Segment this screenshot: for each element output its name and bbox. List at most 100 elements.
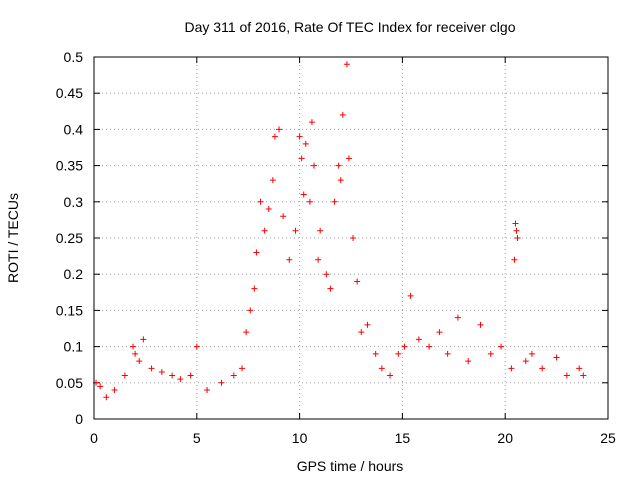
data-point xyxy=(539,365,546,372)
data-point xyxy=(300,191,307,198)
data-point xyxy=(511,256,518,263)
data-point xyxy=(140,336,147,343)
plot-frame xyxy=(93,56,609,420)
data-point xyxy=(261,227,268,234)
data-point xyxy=(395,350,402,357)
data-point xyxy=(454,314,461,321)
x-tick-label: 25 xyxy=(600,430,616,446)
data-point xyxy=(298,155,305,162)
y-tick-label: 0 xyxy=(75,411,83,427)
data-point xyxy=(247,307,254,314)
data-point xyxy=(487,350,494,357)
y-tick-label: 0.45 xyxy=(56,85,83,101)
y-tick-label: 0.25 xyxy=(56,230,83,246)
data-point xyxy=(187,372,194,379)
data-point xyxy=(436,329,443,336)
chart-title: Day 311 of 2016, Rate Of TEC Index for r… xyxy=(185,19,516,35)
data-point xyxy=(563,372,570,379)
data-point xyxy=(218,379,225,386)
data-point xyxy=(345,155,352,162)
data-point xyxy=(327,285,334,292)
data-point xyxy=(292,227,299,234)
x-tick-label: 0 xyxy=(90,430,98,446)
data-point xyxy=(230,372,237,379)
y-tick-label: 0.1 xyxy=(64,339,84,355)
data-points xyxy=(93,61,587,401)
data-point xyxy=(528,350,535,357)
data-point xyxy=(103,394,110,401)
data-point xyxy=(512,220,519,227)
data-point xyxy=(335,162,342,169)
data-point xyxy=(317,227,324,234)
y-tick-labels: 0 0.05 0.1 0.15 0.2 0.25 0.3 0.35 0.4 0.45 0.5 xyxy=(56,49,83,427)
y-tick-label: 0.15 xyxy=(56,302,83,318)
data-point xyxy=(253,249,260,256)
data-point xyxy=(444,350,451,357)
data-point xyxy=(323,271,330,278)
data-point xyxy=(339,111,346,118)
y-tick-label: 0.4 xyxy=(64,121,84,137)
data-point xyxy=(136,358,143,365)
data-point xyxy=(243,329,250,336)
data-point xyxy=(169,372,176,379)
data-point xyxy=(148,365,155,372)
y-tick-label: 0.2 xyxy=(64,266,84,282)
data-point xyxy=(378,365,385,372)
data-point xyxy=(239,365,246,372)
data-point xyxy=(387,372,394,379)
data-point xyxy=(331,198,338,205)
data-point xyxy=(477,321,484,328)
data-point xyxy=(302,140,309,147)
data-point xyxy=(111,387,118,394)
data-point xyxy=(269,177,276,184)
data-point xyxy=(265,206,272,213)
data-point xyxy=(130,343,137,350)
data-point xyxy=(251,285,258,292)
x-tick-label: 20 xyxy=(497,430,513,446)
data-point xyxy=(358,329,365,336)
data-point xyxy=(132,350,139,357)
x-tick-label: 15 xyxy=(395,430,411,446)
data-point xyxy=(286,256,293,263)
data-point xyxy=(193,343,200,350)
y-axis-label: ROTI / TECUs xyxy=(5,193,21,283)
x-tick-label: 10 xyxy=(292,430,308,446)
y-tick-label: 0.5 xyxy=(64,49,84,65)
data-point xyxy=(343,61,350,68)
data-point xyxy=(350,235,357,241)
data-point xyxy=(354,278,361,285)
x-tick-label: 5 xyxy=(193,430,201,446)
data-point xyxy=(315,256,322,263)
data-point xyxy=(508,365,515,372)
data-point xyxy=(514,235,521,241)
data-point xyxy=(372,350,379,357)
data-point xyxy=(271,133,278,140)
y-tick-label: 0.05 xyxy=(56,375,83,391)
data-point xyxy=(522,358,529,365)
data-point xyxy=(553,354,560,361)
data-point xyxy=(177,376,184,383)
data-point xyxy=(308,119,315,126)
data-point xyxy=(426,343,433,350)
data-point xyxy=(296,133,303,140)
y-tick-label: 0.3 xyxy=(64,194,84,210)
data-point xyxy=(576,365,583,372)
data-point xyxy=(280,213,287,220)
data-point xyxy=(97,383,104,390)
data-point xyxy=(465,358,472,365)
data-point xyxy=(498,343,505,350)
data-point xyxy=(306,198,313,205)
data-point xyxy=(407,292,414,299)
y-tick-label: 0.35 xyxy=(56,158,83,174)
data-point xyxy=(415,336,422,343)
data-point xyxy=(401,343,408,350)
data-point xyxy=(121,372,128,379)
data-point xyxy=(204,387,211,394)
data-point xyxy=(276,126,283,133)
x-tick-labels: 0 5 10 15 20 25 xyxy=(90,430,616,446)
data-point xyxy=(580,372,587,379)
x-axis-label: GPS time / hours xyxy=(297,458,404,474)
data-point xyxy=(257,198,264,205)
data-point xyxy=(310,162,317,169)
